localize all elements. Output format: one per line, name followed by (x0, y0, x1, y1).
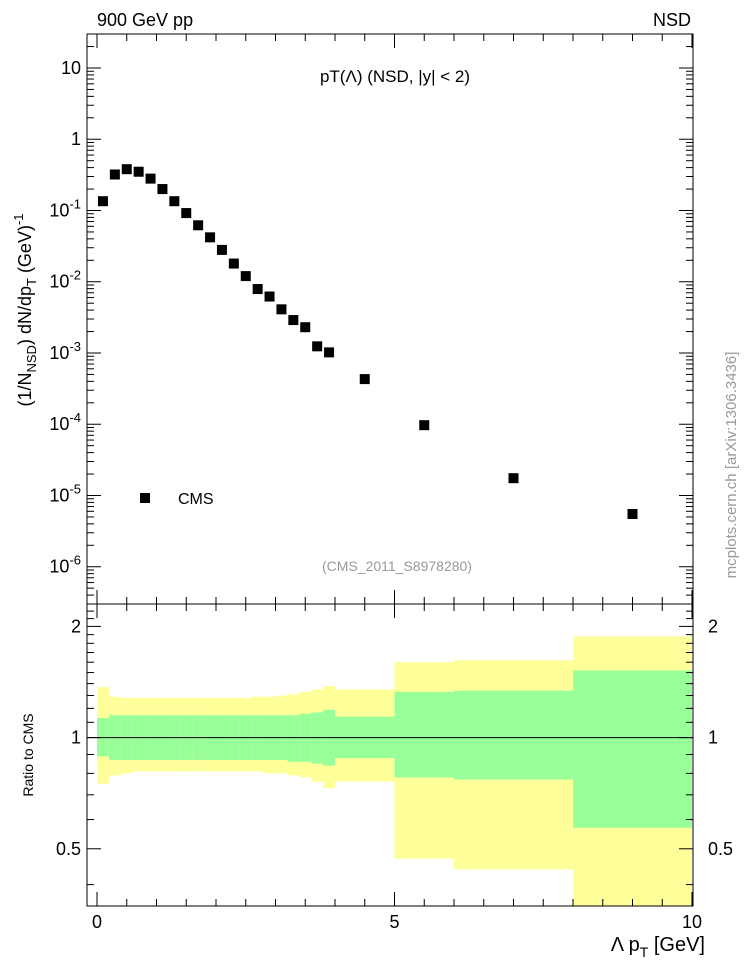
ratio-band-green (394, 691, 454, 778)
data-points (97, 164, 638, 519)
data-point (276, 304, 287, 315)
data-point (312, 341, 323, 352)
ratio-y-tick-label-left: 0.5 (56, 839, 81, 859)
ratio-x-ticks: 0 5 10 (92, 604, 702, 932)
ratio-y-tick-label-left: 1 (71, 728, 81, 748)
data-point (205, 232, 216, 243)
data-point (288, 315, 299, 326)
data-point (359, 374, 370, 385)
data-point (169, 196, 180, 207)
y-tick-label: 10 (61, 58, 81, 78)
y-tick-label: 10-6 (49, 553, 81, 577)
y-tick-label: 10-4 (49, 410, 81, 434)
data-point (181, 208, 192, 219)
plot-title: pT(Λ) (NSD, |y| < 2) (320, 67, 470, 86)
x-tick-label: 0 (92, 912, 102, 932)
ratio-y-ticks: 0.5 0.5 1 1 2 2 (56, 610, 733, 886)
ratio-panel: 0.5 0.5 1 1 2 2 0 5 10 Ratio to CMS (20, 603, 733, 932)
y-tick-label: 10-5 (49, 481, 81, 505)
legend-label-cms: CMS (178, 491, 214, 508)
data-point (324, 347, 335, 358)
data-point (419, 420, 430, 431)
data-point (228, 258, 239, 269)
ratio-y-tick-label-right: 2 (708, 616, 718, 636)
analysis-label: (CMS_2011_S8978280) (322, 558, 472, 574)
data-point (97, 196, 108, 207)
y-axis-label-main: (1/NNSD) dN/dpT (GeV)-1 (11, 213, 39, 406)
data-point (121, 164, 132, 175)
header-left: 900 GeV pp (97, 10, 193, 30)
y-tick-label: 10-2 (49, 268, 81, 292)
svg-text:(1/NNSD) dN/dpT (GeV)-1: (1/NNSD) dN/dpT (GeV)-1 (11, 213, 39, 406)
y-tick-label: 1 (71, 129, 81, 149)
legend-marker-cms (140, 493, 150, 503)
ratio-y-tick-label-right: 1 (708, 728, 718, 748)
data-point (157, 184, 168, 195)
data-point (145, 173, 156, 184)
y-axis-label-ratio: Ratio to CMS (20, 713, 36, 796)
watermark: mcplots.cern.ch [arXiv:1306.3436] (723, 352, 740, 579)
x-tick-label: 5 (389, 912, 399, 932)
ratio-y-tick-label-right: 0.5 (708, 839, 733, 859)
main-y-ticks: 10-6 10-5 10-4 10-3 10-2 10-1 1 10 (49, 33, 693, 605)
data-point (627, 508, 638, 519)
ratio-band-green (287, 715, 300, 762)
data-point (216, 244, 227, 255)
data-point (193, 220, 204, 231)
ratio-band-green (573, 670, 692, 828)
data-point (133, 166, 144, 177)
data-point (109, 169, 120, 180)
svg-text:Λ pT [GeV]: Λ pT [GeV] (611, 934, 705, 960)
y-tick-label: 10-3 (49, 339, 81, 363)
data-point (300, 322, 311, 333)
y-tick-label: 10-1 (49, 196, 81, 220)
main-panel: 10-6 10-5 10-4 10-3 10-2 10-1 1 10 pT(Λ) (NSD, … (11, 33, 694, 605)
x-axis-label: Λ pT [GeV] (611, 934, 705, 960)
ratio-band-green (454, 690, 573, 780)
header-right: NSD (653, 10, 691, 30)
data-point (508, 473, 519, 484)
main-x-ticks (96, 34, 693, 604)
legend: CMS (140, 491, 214, 508)
x-tick-label: 10 (682, 912, 702, 932)
ratio-y-tick-label-left: 2 (71, 616, 81, 636)
data-point (240, 271, 251, 282)
data-point (252, 284, 263, 295)
data-point (264, 291, 275, 302)
